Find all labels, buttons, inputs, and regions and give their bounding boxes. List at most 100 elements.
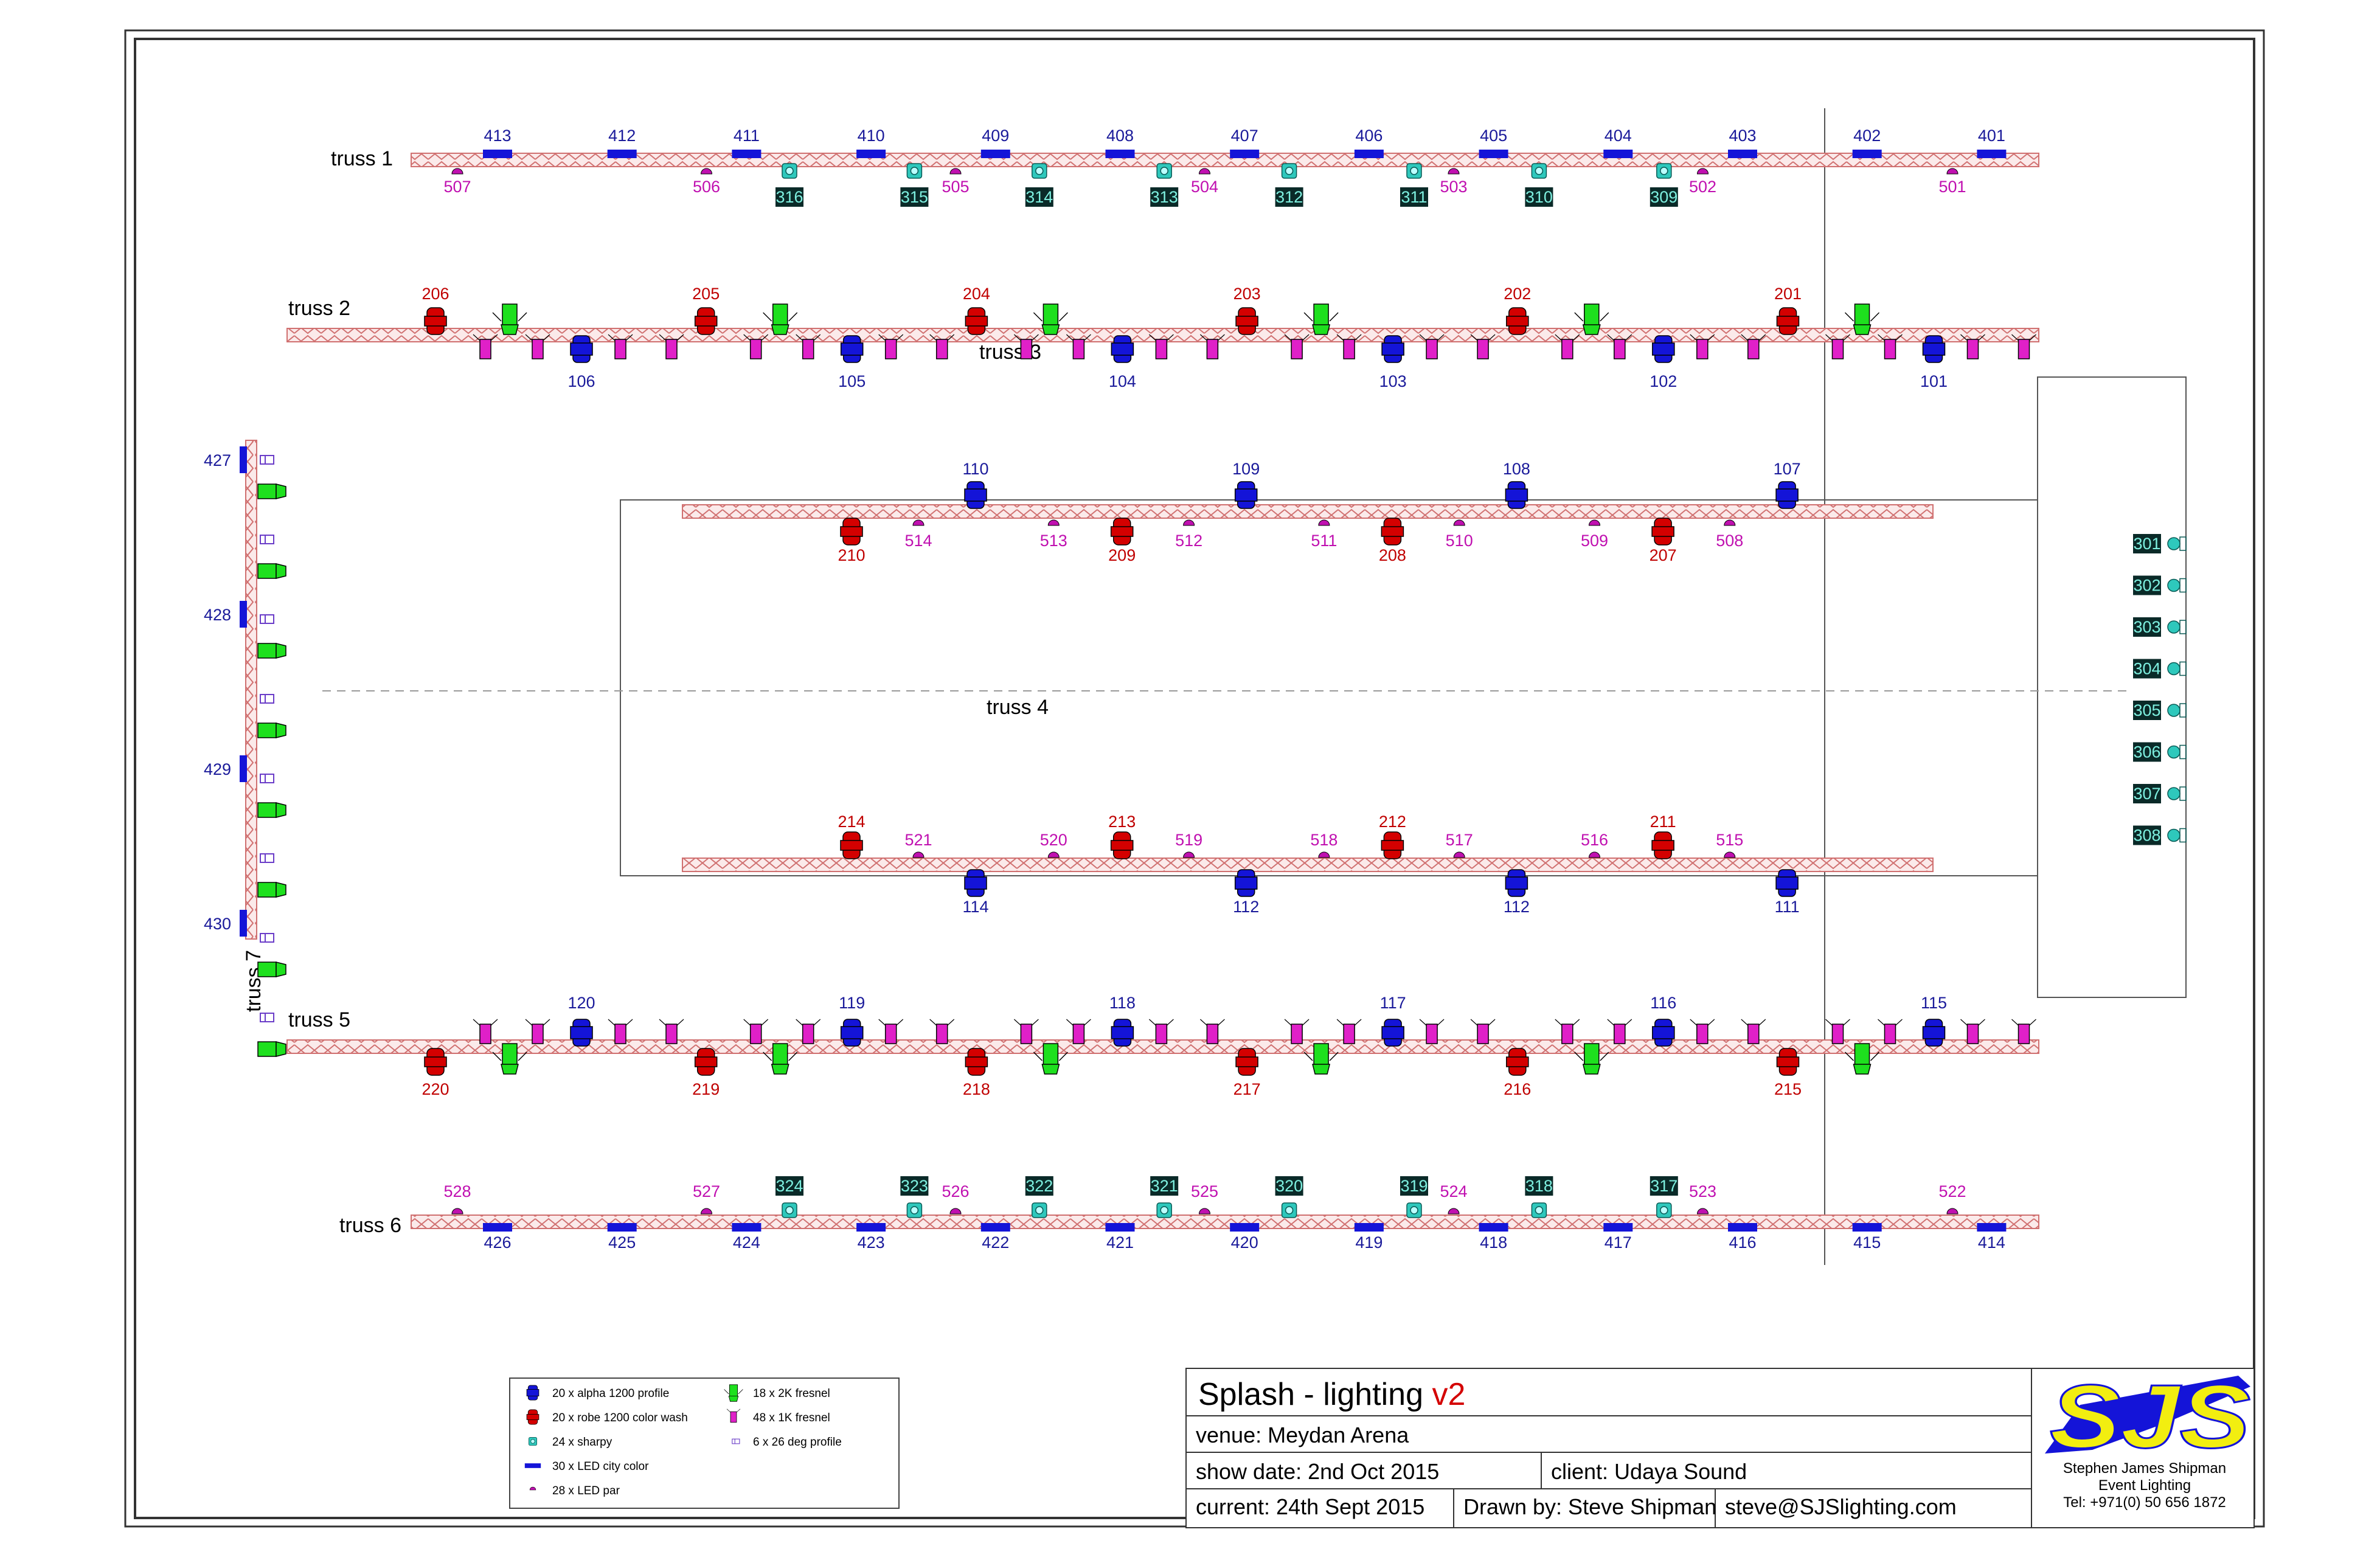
fixture-number: 518 (1310, 831, 1337, 849)
profile-fixture-icon (1922, 335, 1946, 363)
fixture-number: 427 (204, 451, 231, 470)
led-par-icon (1588, 519, 1601, 526)
sharpy-icon (1156, 163, 1172, 179)
sharpy-base-icon (2179, 661, 2187, 676)
profile-fixture-icon (1111, 1019, 1134, 1047)
fresnel-1k-icon (1148, 1019, 1174, 1044)
sharpy-number-tag: 324 (775, 1176, 803, 1196)
wash-legend-icon (526, 1409, 539, 1425)
fixture-number: 202 (1504, 285, 1531, 303)
led-city-color-icon (1230, 1223, 1260, 1232)
fresnel-1k-icon (1741, 334, 1766, 359)
led-city-color-icon (1977, 1223, 2007, 1232)
profile-fixture-icon (1234, 481, 1258, 509)
show-date-field: show date: 2nd Oct 2015 (1196, 1459, 1439, 1484)
led-city-color-icon (1105, 1223, 1135, 1232)
fixture-number: 204 (963, 285, 990, 303)
led-city-color-icon (1728, 150, 1757, 158)
profile-fixture-icon (1775, 869, 1799, 897)
fresnel-1k-icon (1690, 1019, 1715, 1044)
sharpy-number-tag: 320 (1275, 1176, 1303, 1196)
wash-fixture-icon (1776, 307, 1800, 335)
fixture-number: 527 (693, 1182, 720, 1201)
fixture-number: 504 (1191, 178, 1218, 196)
wash-fixture-icon (840, 831, 863, 859)
fresnel-1k-icon (1960, 1019, 1985, 1044)
fixture-number: 106 (567, 372, 595, 390)
profile-fixture-icon (1922, 1019, 1946, 1047)
led-city-color-icon (1852, 1223, 1882, 1232)
sharpy-icon (1531, 163, 1547, 179)
fixture-number: 528 (443, 1182, 471, 1201)
legend-item: 28 x LED par (529, 1485, 620, 1497)
led-city-color-icon (1354, 150, 1384, 158)
fresnel-2k-icon (257, 882, 286, 898)
led-city-color-icon (980, 150, 1010, 158)
sharpy-icon (2167, 704, 2181, 717)
led-par-icon (1448, 1208, 1460, 1215)
26-deg-profile-icon (260, 1013, 274, 1022)
sharpy-icon (1406, 1202, 1422, 1218)
led-par-icon (1724, 519, 1736, 526)
fixture-number: 210 (838, 546, 865, 564)
profile-fixture-icon (1505, 481, 1528, 509)
fresnel-1k-icon (743, 334, 769, 359)
fixture-number: 501 (1938, 178, 1966, 196)
truss-4-label: truss 4 (987, 696, 1049, 719)
fresnel-2k-icon (257, 1041, 286, 1057)
fresnel-1k-icon (1960, 334, 1985, 359)
wash-fixture-icon (1235, 1048, 1258, 1076)
fixture-number: 502 (1689, 178, 1716, 196)
sharpy-number: 311 (1401, 188, 1427, 206)
fixture-number: 415 (1853, 1233, 1881, 1252)
fresnel-1k-icon (1470, 334, 1496, 359)
led-par-icon (1453, 851, 1465, 858)
led-city-color-icon (732, 1223, 762, 1232)
wash-fixture-icon (1776, 1048, 1800, 1076)
fresnel-2k-icon (1033, 1043, 1068, 1075)
fresnel-1k-icon (796, 1019, 821, 1044)
fixture-number: 109 (1232, 460, 1260, 478)
led-par-icon (451, 1208, 463, 1215)
led-city-color-icon (524, 1463, 541, 1468)
fresnel-2k-icon (257, 962, 286, 977)
fixture-number: 430 (204, 915, 231, 933)
sharpy-base-icon (2179, 620, 2187, 634)
truss-5-fixtures: 120 119 118 117 116 115 220 219 218 217 216 215 (422, 994, 2036, 1098)
fresnel-1k-icon (1470, 1019, 1496, 1044)
fixture-number: 516 (1581, 831, 1608, 849)
fixture-number: 408 (1106, 126, 1134, 145)
sharpy-icon (1281, 163, 1297, 179)
fresnel-1k-icon (659, 1019, 684, 1044)
wash-fixture-icon (965, 307, 988, 335)
fixture-number: 404 (1605, 126, 1632, 145)
stage-wing-outline (2037, 376, 2187, 998)
fresnel-1k-icon (1199, 334, 1225, 359)
legend-item: 20 x robe 1200 color wash (526, 1409, 688, 1425)
sharpy-number-tag: 306 (2133, 742, 2161, 762)
fixture-number: 410 (858, 126, 885, 145)
truss-labels: truss 1 truss 2 truss 3 truss 4 truss 5 … (242, 147, 1049, 1237)
sharpy-number: 316 (775, 188, 803, 206)
sharpy-number: 303 (2133, 618, 2160, 636)
fixture-number: 418 (1480, 1233, 1507, 1252)
fresnel2k-legend-icon (724, 1384, 743, 1402)
led-city-color-icon (607, 150, 637, 158)
profile-fixture-icon (1775, 481, 1799, 509)
fresnel-1k-icon (608, 1019, 633, 1044)
fresnel-1k-icon (1284, 1019, 1310, 1044)
logo-swoosh (2045, 1376, 2250, 1454)
fresnel-1k-icon (1013, 334, 1039, 359)
truss-4-bar (682, 858, 1934, 872)
wash-fixture-icon (965, 1048, 988, 1076)
sharpy-icon (2167, 620, 2181, 634)
sharpy-number-tag: 302 (2133, 575, 2161, 595)
legend-label: 6 x 26 deg profile (753, 1436, 842, 1449)
sharpy-icon (1406, 163, 1422, 179)
fixture-number: 509 (1581, 532, 1608, 550)
profile-legend-icon (526, 1385, 539, 1401)
fixture-number: 503 (1440, 178, 1467, 196)
fresnel-1k-icon (878, 334, 904, 359)
led-city-color-icon (240, 446, 247, 473)
